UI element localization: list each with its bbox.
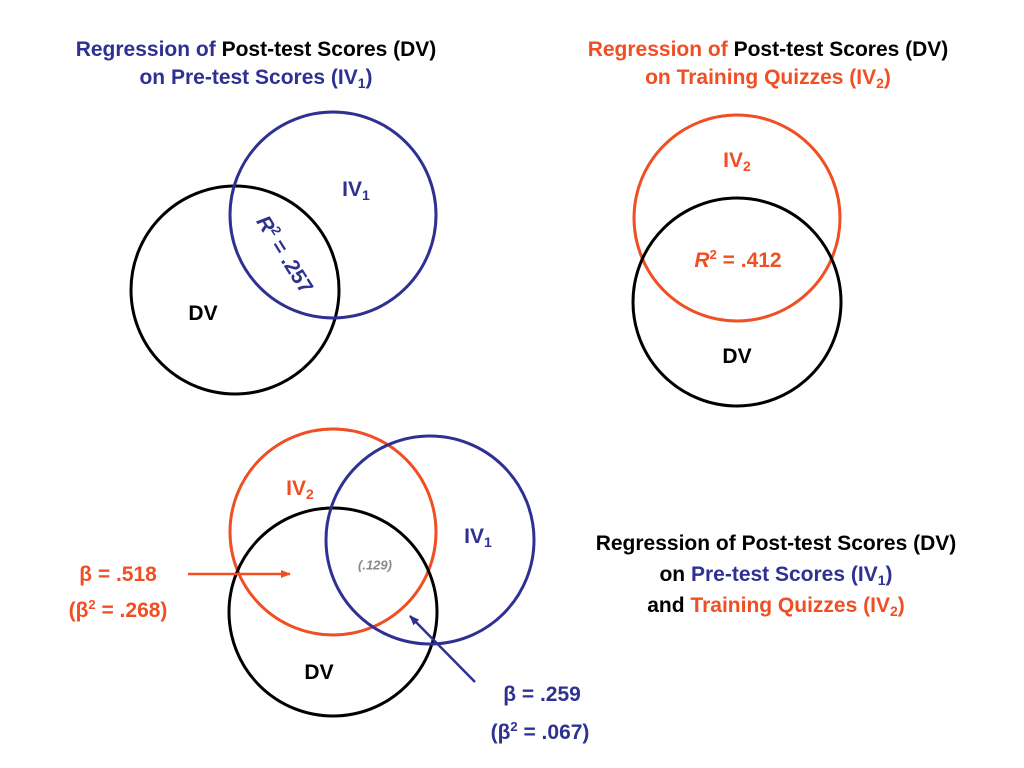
label-iv2-bottom: IV2 [286,477,314,502]
title-bottom-iv1: Pre-test Scores (IV [690,563,878,586]
title-bottom-iv2: Training Quizzes (IV [690,594,890,617]
title-top-left-dv: Post-test Scores (DV) [221,38,437,61]
title-top-right: Regression of Post-test Scores (DV) on T… [512,36,1024,92]
label-iv1-bottom: IV1 [464,525,492,550]
title-bottom: Regression of Post-test Scores (DV) on P… [528,528,1024,621]
label-dv-top-left: DV [188,302,218,325]
title-top-left-iv: on Pre-test Scores (IV [139,66,358,89]
overlap-value: (.129) [358,557,392,573]
label-dv-top-right: DV [722,345,752,368]
paren: ) [885,563,893,586]
title-top-right-iv: on Training Quizzes (IV [645,66,877,89]
label-dv-bottom: DV [304,661,334,684]
label-iv2-top-right: IV2 [723,149,751,174]
subscript: 1 [357,75,366,91]
title-bottom-line1: Regression of Post-test Scores (DV) [595,532,957,555]
iv2-circle-bottom [228,427,438,637]
title-top-left: Regression of Post-test Scores (DV) on P… [0,36,512,92]
iv1-circle-top-left [228,110,438,320]
subscript: 1 [877,572,886,588]
word-and: and [647,594,691,617]
arrow-beta-iv1 [409,615,476,683]
paren: ) [883,66,891,89]
iv2-circle-top-right [632,113,842,323]
subscript: 2 [889,603,898,619]
dv-circle-top-right [631,196,843,408]
title-top-right-dv: Post-test Scores (DV) [733,38,949,61]
subscript: 2 [876,75,884,91]
word-on: on [659,563,691,586]
paren: ) [897,594,905,617]
beta-iv2-squared: (β2 = .268) [68,597,168,622]
title-top-left-prefix: Regression of [75,38,222,61]
r2-top-right: R2 = .412 [694,247,782,272]
beta-iv2: β = .518 [79,563,157,586]
paren: ) [365,66,373,89]
beta-iv1-squared: (β2 = .067) [490,719,590,744]
dv-circle-bottom [227,506,439,718]
iv1-circle-bottom [324,434,536,646]
label-iv1-top-left: IV1 [342,178,370,203]
title-top-right-prefix: Regression of [587,38,734,61]
beta-iv1: β = .259 [503,683,581,706]
